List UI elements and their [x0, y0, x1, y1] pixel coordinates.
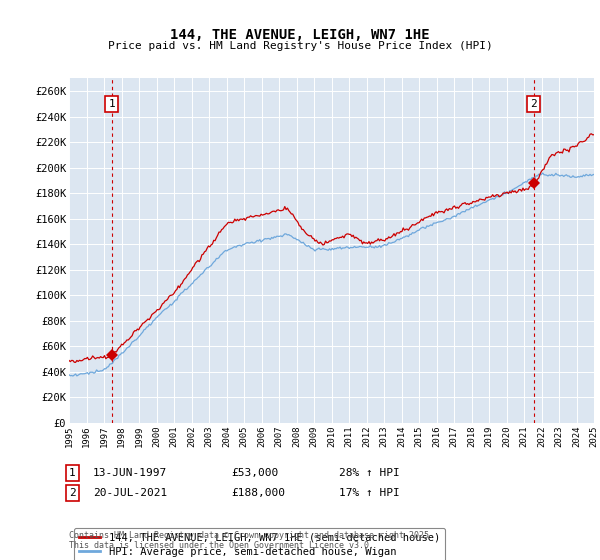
Text: 28% ↑ HPI: 28% ↑ HPI: [339, 468, 400, 478]
Text: 2: 2: [69, 488, 76, 498]
Text: £188,000: £188,000: [231, 488, 285, 498]
Text: 144, THE AVENUE, LEIGH, WN7 1HE: 144, THE AVENUE, LEIGH, WN7 1HE: [170, 28, 430, 42]
Legend: 144, THE AVENUE, LEIGH, WN7 1HE (semi-detached house), HPI: Average price, semi-: 144, THE AVENUE, LEIGH, WN7 1HE (semi-de…: [74, 528, 445, 560]
Text: 17% ↑ HPI: 17% ↑ HPI: [339, 488, 400, 498]
Text: 1: 1: [109, 99, 115, 109]
Text: Contains HM Land Registry data © Crown copyright and database right 2025.
This d: Contains HM Land Registry data © Crown c…: [69, 531, 434, 550]
Text: 13-JUN-1997: 13-JUN-1997: [93, 468, 167, 478]
Text: 20-JUL-2021: 20-JUL-2021: [93, 488, 167, 498]
Text: 2: 2: [530, 99, 537, 109]
Text: Price paid vs. HM Land Registry's House Price Index (HPI): Price paid vs. HM Land Registry's House …: [107, 41, 493, 51]
Text: 1: 1: [69, 468, 76, 478]
Text: £53,000: £53,000: [231, 468, 278, 478]
